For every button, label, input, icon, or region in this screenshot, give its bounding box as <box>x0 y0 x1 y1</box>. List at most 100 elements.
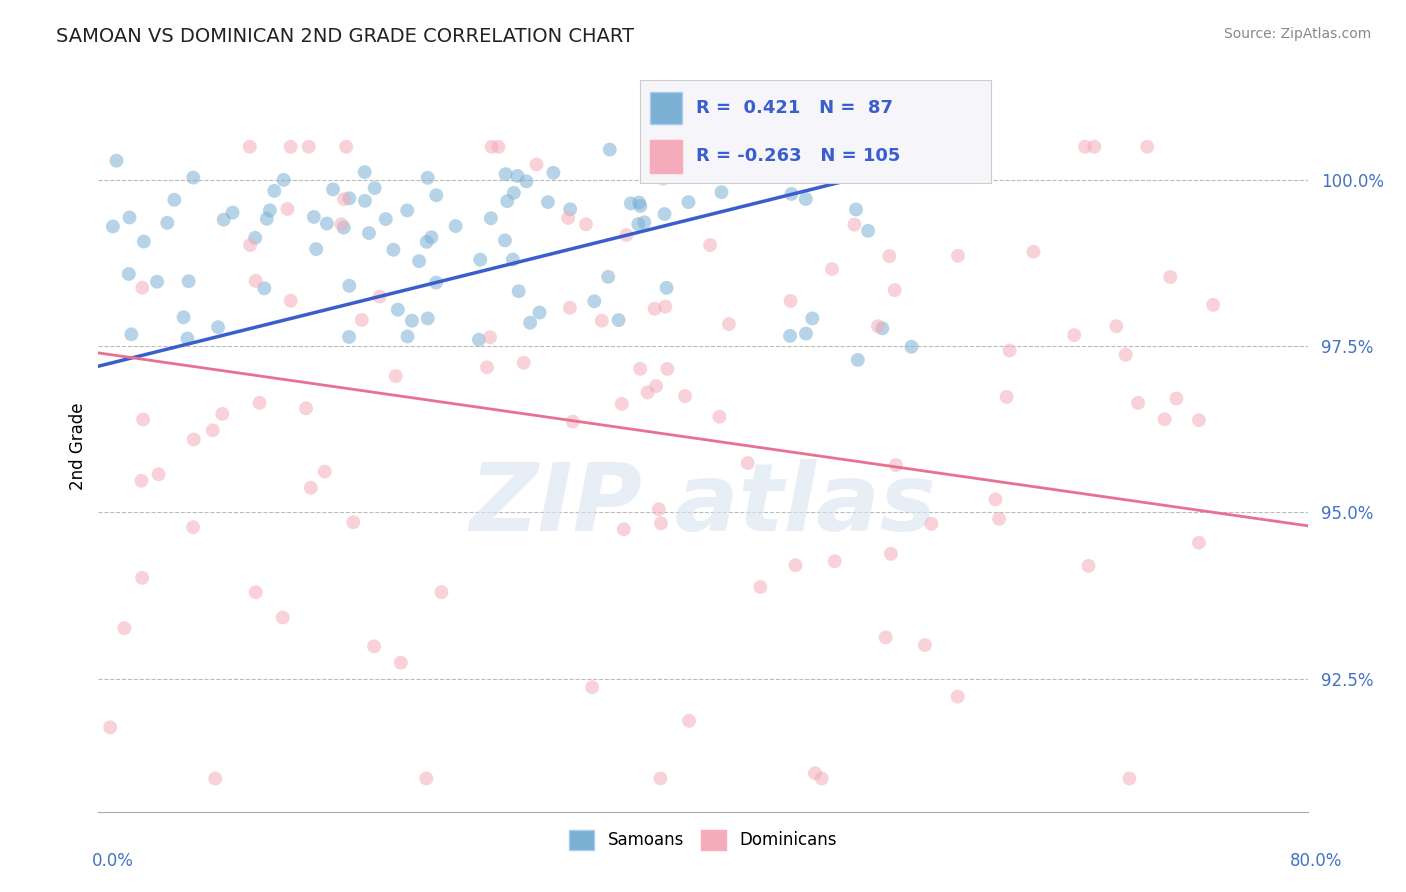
Point <box>221 205 243 219</box>
Point <box>363 181 385 195</box>
Point <box>118 211 141 225</box>
Point <box>1188 535 1211 549</box>
Point <box>614 228 637 243</box>
Point <box>526 157 548 171</box>
Point <box>866 319 889 334</box>
Point <box>239 140 262 154</box>
Point <box>496 194 519 209</box>
Point <box>516 174 538 188</box>
Point <box>984 492 1007 507</box>
Point <box>494 233 516 247</box>
Point <box>537 195 560 210</box>
Point <box>900 340 922 354</box>
Point <box>396 329 419 343</box>
Point <box>401 314 423 328</box>
Point <box>599 143 621 157</box>
Point <box>444 219 467 233</box>
Point <box>581 680 603 694</box>
Point <box>628 362 651 376</box>
Point <box>1136 140 1159 154</box>
Point <box>678 195 700 210</box>
Point <box>146 275 169 289</box>
Point <box>330 217 353 231</box>
FancyBboxPatch shape <box>650 140 682 173</box>
Point <box>239 238 262 252</box>
Point <box>259 203 281 218</box>
Y-axis label: 2nd Grade: 2nd Grade <box>69 402 87 490</box>
Point <box>342 515 364 529</box>
Point <box>271 610 294 624</box>
Point <box>156 216 179 230</box>
Point <box>302 210 325 224</box>
Point <box>998 343 1021 358</box>
Point <box>98 720 121 734</box>
Point <box>824 554 846 568</box>
Point <box>627 217 650 231</box>
Point <box>322 182 344 196</box>
Point <box>1074 140 1097 154</box>
Point <box>648 502 671 516</box>
Point <box>276 202 298 216</box>
Point <box>353 165 375 179</box>
Point <box>363 640 385 654</box>
Point <box>749 580 772 594</box>
Point <box>425 276 447 290</box>
Text: R =  0.421   N =  87: R = 0.421 N = 87 <box>696 99 893 117</box>
Point <box>652 171 675 186</box>
Point <box>1202 298 1225 312</box>
Point <box>354 194 377 208</box>
Point <box>543 166 565 180</box>
Point <box>591 314 613 328</box>
Text: 80.0%: 80.0% <box>1291 852 1343 870</box>
Point <box>416 311 439 326</box>
Point <box>280 140 302 154</box>
Point <box>709 409 731 424</box>
Point <box>245 274 267 288</box>
Point <box>673 389 696 403</box>
Point <box>779 293 801 308</box>
Point <box>502 186 524 200</box>
Point <box>1118 772 1140 786</box>
Point <box>560 202 582 217</box>
Point <box>201 423 224 437</box>
Point <box>633 215 655 229</box>
Point <box>946 690 969 704</box>
Point <box>273 173 295 187</box>
Point <box>176 332 198 346</box>
Point <box>502 252 524 267</box>
Point <box>475 360 498 375</box>
Point <box>657 362 679 376</box>
Point <box>1166 392 1188 406</box>
Point <box>1153 412 1175 426</box>
Point <box>263 184 285 198</box>
Point <box>1105 319 1128 334</box>
Point <box>1022 244 1045 259</box>
Point <box>995 390 1018 404</box>
Point <box>1159 270 1181 285</box>
Point <box>332 220 354 235</box>
Point <box>710 186 733 200</box>
Point <box>804 766 827 780</box>
Point <box>335 140 357 154</box>
Point <box>245 585 267 599</box>
Point <box>470 252 492 267</box>
Point <box>506 169 529 183</box>
Point <box>628 199 651 213</box>
Point <box>988 512 1011 526</box>
Point <box>299 481 322 495</box>
Point <box>337 278 360 293</box>
Point <box>880 547 903 561</box>
Point <box>780 186 803 201</box>
Point <box>779 329 801 343</box>
Point <box>131 474 153 488</box>
Point <box>920 516 942 531</box>
Point <box>314 465 336 479</box>
Point <box>249 396 271 410</box>
Point <box>575 217 598 231</box>
Point <box>204 772 226 786</box>
Point <box>112 621 135 635</box>
Point <box>1063 328 1085 343</box>
Point <box>211 407 233 421</box>
Point <box>519 316 541 330</box>
Point <box>415 772 437 786</box>
